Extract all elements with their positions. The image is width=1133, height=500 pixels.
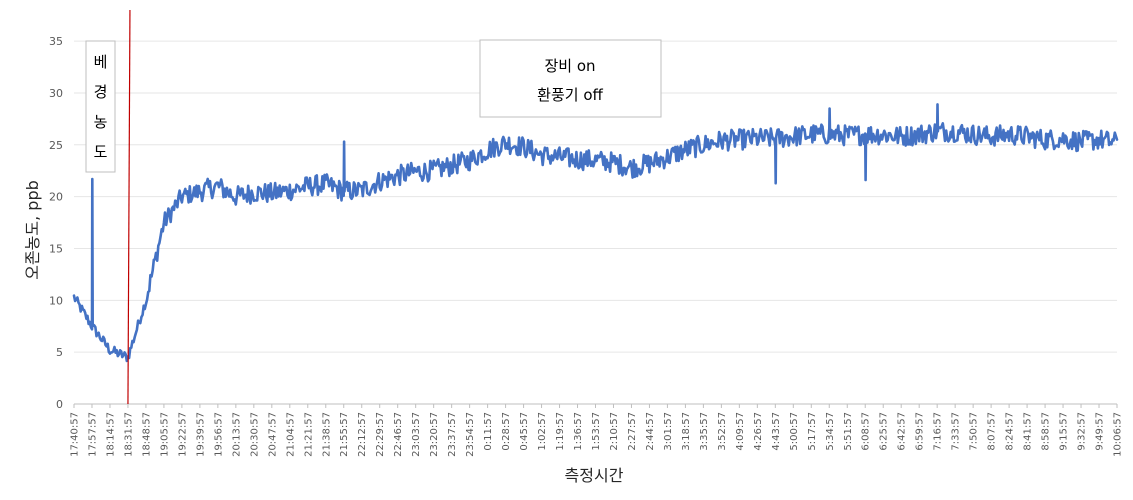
x-tick-label: 5:00:57 xyxy=(789,412,800,451)
x-tick-label: 8:58:57 xyxy=(1041,412,1052,451)
baseline-annotation: 베 경 농 도 xyxy=(85,40,116,173)
x-tick-label: 8:07:57 xyxy=(987,412,998,451)
y-tick-label: 30 xyxy=(49,87,63,100)
x-tick-label: 23:37:57 xyxy=(447,412,458,457)
x-tick-label: 8:41:57 xyxy=(1023,412,1034,451)
x-tick-label: 7:33:57 xyxy=(951,412,962,451)
x-tick-label: 2:27:57 xyxy=(627,412,638,451)
x-tick-label: 22:29:57 xyxy=(375,412,386,457)
x-tick-label: 20:30:57 xyxy=(249,412,260,457)
x-tick-label: 2:44:57 xyxy=(645,412,656,451)
equipment-annotation-box xyxy=(479,39,662,118)
x-tick-label: 4:26:57 xyxy=(753,412,764,451)
x-tick-label: 1:36:57 xyxy=(573,412,584,451)
x-tick-label: 9:15:57 xyxy=(1059,412,1070,451)
x-tick-label: 22:46:57 xyxy=(393,412,404,457)
x-tick-label: 6:08:57 xyxy=(861,412,872,451)
x-tick-labels: 17:40:57 17:57:57 18:14:57 18:31:57 18:48:57… xyxy=(70,404,1124,457)
x-tick-label: 21:21:57 xyxy=(303,412,314,457)
equipment-annotation-line-2: 환풍기 off xyxy=(537,86,603,104)
x-tick-label: 9:32:57 xyxy=(1077,412,1088,451)
y-tick-label: 10 xyxy=(49,294,63,307)
y-axis-title: 오존농도, ppb xyxy=(23,180,42,280)
x-tick-label: 5:17:57 xyxy=(807,412,818,451)
x-tick-label: 20:13:57 xyxy=(231,412,242,457)
x-tick-label: 19:22:57 xyxy=(177,412,188,457)
y-tick-label: 15 xyxy=(49,242,63,255)
x-axis-title: 측정시간 xyxy=(565,466,624,485)
x-tick-label: 19:39:57 xyxy=(195,412,206,457)
x-tick-label: 0:28:57 xyxy=(501,412,512,451)
x-tick-label: 3:35:57 xyxy=(699,412,710,451)
y-tick-label: 35 xyxy=(49,35,63,48)
x-tick-label: 3:52:57 xyxy=(717,412,728,451)
equipment-annotation: 장비 on 환풍기 off xyxy=(479,39,662,118)
x-tick-label: 7:16:57 xyxy=(933,412,944,451)
ozone-series-line xyxy=(72,103,1119,363)
x-tick-label: 5:34:57 xyxy=(825,412,836,451)
x-tick-label: 18:48:57 xyxy=(141,412,152,457)
x-tick-label: 23:20:57 xyxy=(429,412,440,457)
x-tick-label: 21:38:57 xyxy=(321,412,332,457)
x-tick-label: 6:59:57 xyxy=(915,412,926,451)
x-tick-label: 5:51:57 xyxy=(843,412,854,451)
x-tick-label: 23:03:57 xyxy=(411,412,422,457)
x-tick-label: 18:14:57 xyxy=(105,412,116,457)
y-tick-label: 20 xyxy=(49,191,63,204)
x-tick-label: 20:47:57 xyxy=(267,412,278,457)
x-tick-label: 18:31:57 xyxy=(123,412,134,457)
baseline-annotation-char-1: 베 xyxy=(94,53,108,71)
x-tick-label: 19:05:57 xyxy=(159,412,170,457)
x-tick-label: 1:19:57 xyxy=(555,412,566,451)
baseline-annotation-char-2: 경 xyxy=(94,83,108,101)
x-tick-label: 21:04:57 xyxy=(285,412,296,457)
x-tick-label: 4:09:57 xyxy=(735,412,746,451)
x-tick-label: 6:42:57 xyxy=(897,412,908,451)
x-tick-label: 0:45:57 xyxy=(519,412,530,451)
x-tick-label: 23:54:57 xyxy=(465,412,476,457)
x-tick-label: 3:01:57 xyxy=(663,412,674,451)
marker-group xyxy=(127,9,131,405)
x-tick-label: 9:49:57 xyxy=(1095,412,1106,451)
x-tick-label: 17:57:57 xyxy=(87,412,98,457)
x-tick-label: 7:50:57 xyxy=(969,412,980,451)
baseline-annotation-box xyxy=(85,40,116,173)
y-tick-label: 0 xyxy=(56,398,63,411)
series-group xyxy=(72,103,1119,363)
baseline-annotation-char-4: 도 xyxy=(94,143,108,161)
equipment-on-marker-line xyxy=(127,9,131,405)
equipment-annotation-line-1: 장비 on xyxy=(544,57,595,75)
y-tick-label: 25 xyxy=(49,139,63,152)
x-tick-label: 1:53:57 xyxy=(591,412,602,451)
x-tick-label: 10:06:57 xyxy=(1113,412,1124,457)
x-tick-label: 2:10:57 xyxy=(609,412,620,451)
x-tick-label: 17:40:57 xyxy=(70,412,81,457)
x-tick-label: 0:11:57 xyxy=(483,412,494,451)
y-tick-label: 5 xyxy=(56,346,63,359)
x-tick-label: 4:43:57 xyxy=(771,412,782,451)
y-tick-labels: 0 5 10 15 20 25 30 35 xyxy=(49,35,63,411)
x-tick-label: 8:24:57 xyxy=(1005,412,1016,451)
x-tick-label: 3:18:57 xyxy=(681,412,692,451)
baseline-annotation-char-3: 농 xyxy=(94,113,108,131)
x-tick-label: 1:02:57 xyxy=(537,412,548,451)
x-tick-label: 6:25:57 xyxy=(879,412,890,451)
x-tick-label: 22:12:57 xyxy=(357,412,368,457)
x-tick-label: 19:56:57 xyxy=(213,412,224,457)
x-tick-label: 21:55:57 xyxy=(339,412,350,457)
